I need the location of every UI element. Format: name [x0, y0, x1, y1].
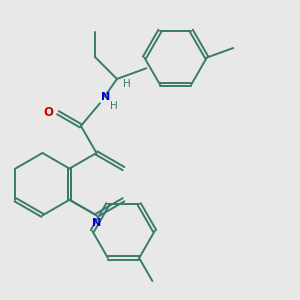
Text: O: O: [44, 106, 53, 119]
Text: N: N: [101, 92, 111, 102]
Text: N: N: [92, 218, 101, 228]
Text: H: H: [110, 101, 118, 111]
Text: H: H: [124, 79, 131, 89]
